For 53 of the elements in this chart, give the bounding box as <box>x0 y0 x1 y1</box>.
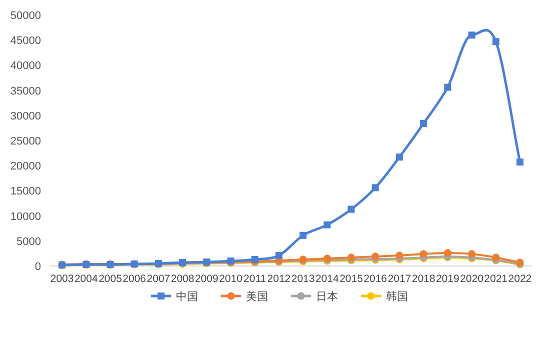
x-tick-label: 2006 <box>122 273 146 285</box>
y-tick-label: 45000 <box>10 35 41 48</box>
y-tick-label: 15000 <box>10 186 41 198</box>
x-tick-label: 2015 <box>340 273 364 285</box>
legend-label: 中国 <box>176 290 198 303</box>
x-tick-label: 2018 <box>412 273 436 285</box>
y-tick-label: 0 <box>34 261 41 273</box>
y-tick-label: 20000 <box>10 160 41 173</box>
point <box>275 252 282 259</box>
point <box>468 32 476 39</box>
point <box>420 120 428 127</box>
x-tick-label: 2003 <box>50 273 74 285</box>
point <box>251 256 258 263</box>
point <box>372 252 380 260</box>
y-tick-label: 40000 <box>10 60 41 72</box>
y-tick-label: 35000 <box>10 85 41 98</box>
x-tick-label: 2008 <box>170 273 194 285</box>
x-tick-label: 2007 <box>146 273 170 285</box>
point <box>324 221 331 228</box>
y-tick-label: 5000 <box>16 236 41 248</box>
point <box>492 254 500 262</box>
point <box>348 206 355 213</box>
point <box>300 232 307 239</box>
y-tick-label: 10000 <box>10 210 41 223</box>
x-tick-label: 2010 <box>219 273 243 285</box>
y-tick-label: 25000 <box>10 136 41 148</box>
x-tick-label: 2004 <box>74 273 98 285</box>
x-tick-label: 2009 <box>194 273 218 285</box>
x-tick-label: 2014 <box>315 273 339 285</box>
x-tick-label: 2020 <box>460 273 484 285</box>
x-tick-label: 2022 <box>508 273 532 285</box>
x-tick-label: 2019 <box>436 273 460 285</box>
x-tick-label: 2017 <box>388 273 412 285</box>
legend-label: 日本 <box>316 290 338 303</box>
point <box>492 38 500 46</box>
y-tick-label: 50000 <box>10 10 41 22</box>
x-tick-label: 2005 <box>98 273 122 285</box>
x-tick-label: 2016 <box>364 273 388 285</box>
point <box>468 250 476 258</box>
y-tick-label: 30000 <box>10 110 41 122</box>
x-tick-label: 2012 <box>267 273 291 285</box>
x-tick-label: 2013 <box>291 273 315 285</box>
legend-label: 美国 <box>246 290 268 303</box>
x-tick-label: 2011 <box>244 273 266 285</box>
point <box>444 84 452 91</box>
point <box>396 154 403 161</box>
point <box>420 250 428 258</box>
point <box>444 249 452 257</box>
legend-label: 韩国 <box>386 290 408 303</box>
point <box>396 252 404 260</box>
point <box>372 184 379 192</box>
x-tick-label: 2021 <box>484 273 508 285</box>
point <box>516 158 524 166</box>
